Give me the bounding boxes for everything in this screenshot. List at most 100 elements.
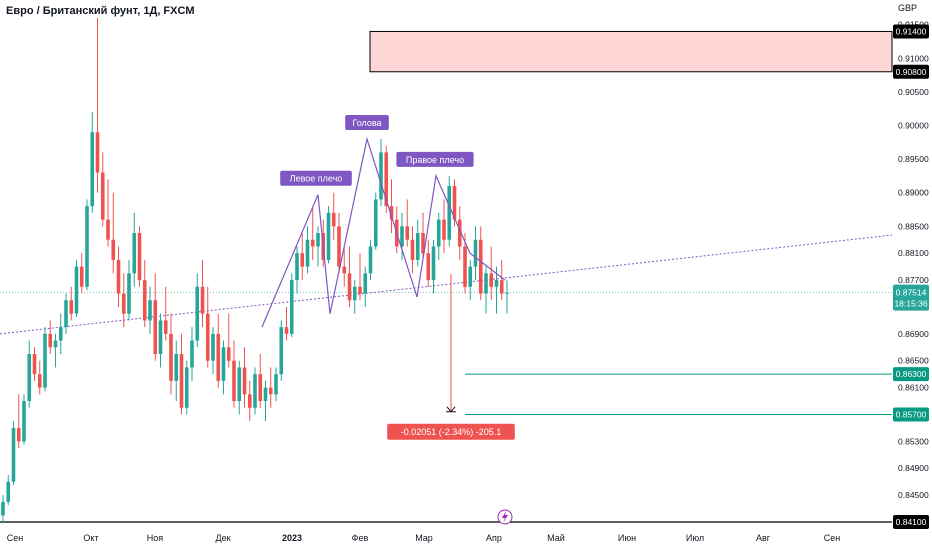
y-tick-label: 0.86900 — [898, 329, 929, 339]
candle-body — [16, 427, 21, 442]
candle-body — [247, 394, 252, 408]
countdown-timer: 18:15:36 — [894, 299, 927, 309]
chart-title: Евро / Британский фунт, 1Д, FXCM — [6, 5, 195, 17]
measure-tag-bg — [387, 423, 515, 440]
candle-body — [295, 253, 299, 281]
candle-body — [158, 320, 163, 354]
candle-body — [242, 367, 247, 395]
candle-body — [300, 253, 305, 267]
x-tick-label: Дек — [215, 533, 230, 543]
candle-body — [169, 333, 173, 381]
candle-body — [90, 132, 95, 207]
candle-body — [258, 374, 263, 402]
candle-body — [32, 354, 37, 375]
y-tick-label: 0.85300 — [898, 436, 929, 446]
x-tick-label: Окт — [83, 533, 98, 543]
candle-body — [379, 152, 383, 200]
candle-body — [326, 212, 331, 260]
candle-body — [331, 212, 336, 227]
current-price-tag-bg — [893, 284, 929, 311]
candle-body — [400, 226, 404, 247]
current-price-value: 0.87514 — [896, 288, 927, 298]
candle-body — [442, 219, 446, 240]
candle-body — [431, 246, 436, 281]
price-tag-text: 0.90800 — [896, 67, 927, 77]
candle-body — [373, 199, 378, 247]
pattern-label-bg — [280, 170, 352, 186]
candle-body — [121, 293, 126, 314]
candle-body — [468, 266, 473, 287]
measure-tag: -0.02051 (-2.34%) -205.1 — [387, 423, 515, 440]
x-tick-label: Апр — [486, 533, 502, 543]
time-axis[interactable]: Сен Окт Ноя Дек 2023 Фев Мар Апр Май Июн Июл Авг Сен — [7, 533, 841, 543]
candle-body — [410, 239, 415, 260]
candle-body — [22, 401, 26, 442]
candle-body — [179, 354, 184, 408]
candle-body — [352, 286, 357, 301]
x-tick-label: Июл — [686, 533, 704, 543]
y-tick-label: 0.89500 — [898, 154, 929, 164]
candle-body — [142, 280, 147, 321]
price-tag: 0.85700 — [893, 407, 929, 422]
candle-body — [405, 226, 410, 240]
supply-zone — [369, 30, 893, 73]
x-tick-label: Сен — [7, 533, 24, 543]
y-tick-label: 0.86500 — [898, 356, 929, 366]
y-tick-label: 0.87700 — [898, 275, 929, 285]
y-tick-label: 0.89000 — [898, 188, 929, 198]
candle-body — [484, 273, 488, 294]
candle-body — [11, 427, 16, 482]
candle-body — [489, 273, 494, 287]
measure-arrow — [446, 406, 456, 413]
candle-body — [284, 327, 289, 334]
price-tag: 0.90800 — [893, 64, 929, 79]
candle-body — [289, 280, 294, 334]
candle-body — [494, 280, 499, 287]
candles-group — [1, 18, 509, 524]
candle-body — [1, 501, 5, 516]
price-tag-text: 0.84100 — [896, 517, 927, 527]
price-tag-bg — [893, 24, 929, 39]
candle-body — [358, 286, 362, 294]
price-axis[interactable]: 0.915000.910000.905000.900000.895000.890… — [898, 20, 929, 500]
candle-body — [216, 333, 221, 381]
price-tag-text: 0.91400 — [896, 26, 927, 36]
candle-body — [421, 233, 425, 254]
price-tag-bg — [893, 64, 929, 79]
measure-tag-text: -0.02051 (-2.34%) -205.1 — [401, 427, 502, 437]
candle-body — [37, 374, 42, 388]
candle-body — [48, 333, 53, 348]
candle-body — [137, 233, 142, 281]
price-tag-text: 0.85700 — [896, 409, 927, 419]
price-tag-bg — [893, 367, 929, 382]
candle-body — [53, 340, 58, 348]
candle-body — [153, 300, 158, 354]
candle-body — [342, 266, 347, 274]
candle-body — [279, 327, 284, 375]
price-tag: 0.84100 — [893, 515, 929, 529]
candle-body — [347, 273, 352, 301]
candle-body — [452, 186, 457, 220]
pattern-label: Правое плечо — [396, 151, 474, 167]
candle-body — [263, 387, 268, 402]
candle-body — [174, 354, 179, 381]
candle-body — [111, 239, 116, 260]
candle-body — [363, 273, 368, 294]
candle-body — [69, 300, 74, 314]
y-tick-label: 0.91000 — [898, 53, 929, 63]
lightning-icon[interactable] — [497, 509, 513, 525]
candle-body — [463, 246, 467, 287]
pattern-label-text: Правое плечо — [406, 155, 464, 165]
y-tick-label: 0.86100 — [898, 383, 929, 393]
candle-body — [268, 387, 273, 395]
candle-body — [478, 239, 483, 294]
pattern-label: Голова — [345, 114, 389, 130]
pattern-label-bg — [396, 151, 474, 167]
candle-body — [6, 481, 11, 502]
candle-body — [205, 313, 210, 361]
price-tags: 0.91400 0.90800 0.86300 0.85700 0.84100 0.875… — [893, 24, 929, 529]
y-tick-label: 0.88500 — [898, 221, 929, 231]
candle-body — [436, 219, 441, 247]
x-tick-label: Май — [547, 533, 565, 543]
